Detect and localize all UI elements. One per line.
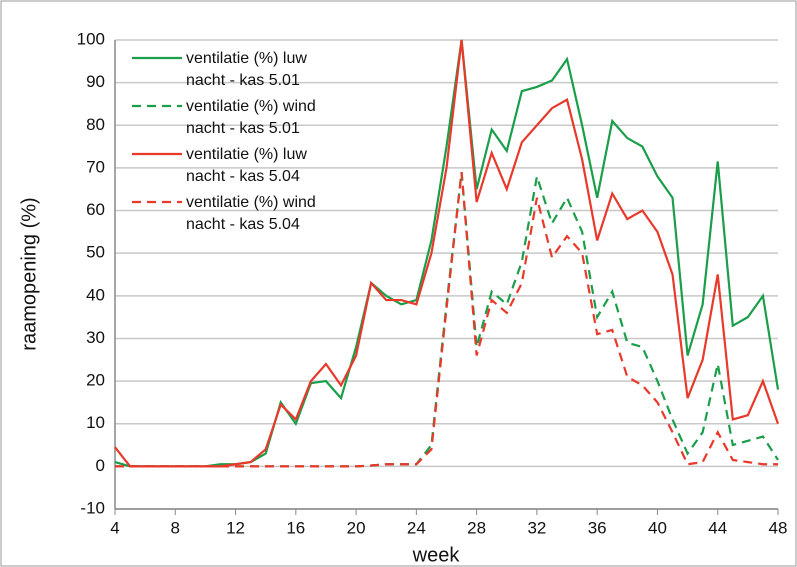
y-axis-label: raamopening (%)	[18, 197, 40, 350]
y-tick-label: 90	[86, 72, 105, 91]
y-tick-label: 30	[86, 328, 105, 347]
legend-item: ventilatie (%) luw nacht - kas 5.01	[128, 48, 328, 92]
legend-item: ventilatie (%) wind nacht - kas 5.04	[128, 192, 328, 236]
x-axis-label: week	[412, 544, 461, 566]
legend-item: ventilatie (%) luw nacht - kas 5.04	[128, 144, 328, 188]
legend-swatch	[132, 56, 182, 60]
x-tick-label: 8	[171, 518, 180, 537]
x-tick-label: 44	[708, 518, 727, 537]
y-tick-label: 50	[86, 243, 105, 262]
x-tick-label: 16	[286, 518, 305, 537]
x-tick-label: 12	[226, 518, 245, 537]
y-tick-label: 10	[86, 413, 105, 432]
x-tick-label: 24	[407, 518, 426, 537]
legend-label: ventilatie (%) luw nacht - kas 5.01	[186, 50, 307, 89]
legend-label: ventilatie (%) wind nacht - kas 5.01	[186, 98, 316, 137]
legend-label: ventilatie (%) wind nacht - kas 5.04	[186, 194, 316, 233]
y-tick-label: 20	[86, 371, 105, 390]
legend-label: ventilatie (%) luw nacht - kas 5.04	[186, 146, 307, 185]
x-tick-label: 40	[648, 518, 667, 537]
y-tick-label: 40	[86, 285, 105, 304]
legend: ventilatie (%) luw nacht - kas 5.01 venti…	[128, 48, 328, 240]
series-line	[115, 172, 778, 468]
x-tick-label: 20	[347, 518, 366, 537]
series-line	[114, 39, 780, 468]
y-tick-label: 100	[77, 29, 105, 48]
y-tick-label: 80	[86, 115, 105, 134]
legend-swatch	[132, 104, 182, 108]
legend-swatch	[132, 152, 182, 156]
x-tick-label: 32	[527, 518, 546, 537]
legend-swatch	[132, 200, 182, 204]
y-tick-label: 0	[96, 456, 105, 475]
y-tick-label: -10	[80, 498, 105, 517]
legend-item: ventilatie (%) wind nacht - kas 5.01	[128, 96, 328, 140]
y-tick-label: 70	[86, 157, 105, 176]
y-tick-label: 60	[86, 200, 105, 219]
x-tick-label: 36	[588, 518, 607, 537]
x-tick-label: 4	[110, 518, 119, 537]
x-tick-label: 28	[467, 518, 486, 537]
x-tick-label: 48	[769, 518, 788, 537]
